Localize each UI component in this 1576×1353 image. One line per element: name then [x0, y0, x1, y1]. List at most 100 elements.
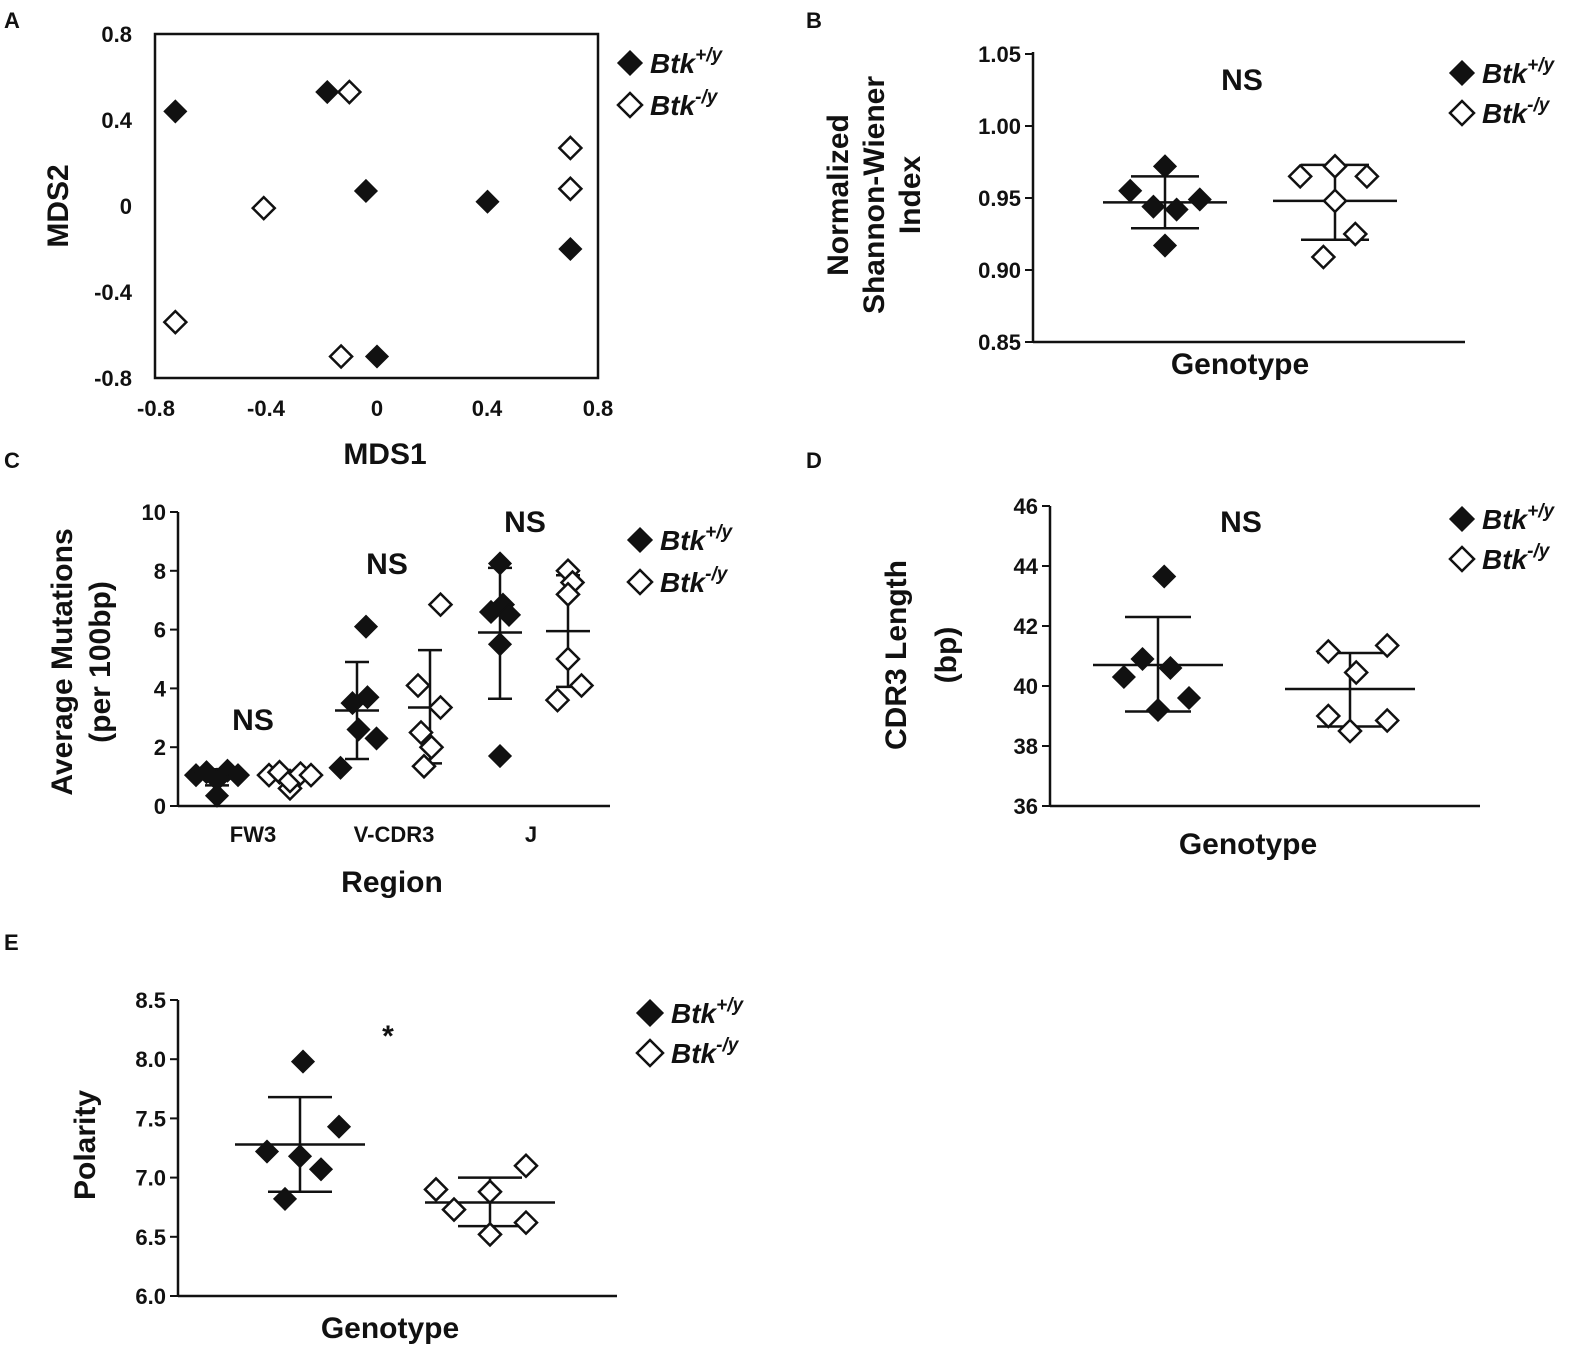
data-point-open: [1315, 638, 1342, 665]
legend-marker-filled: [626, 526, 654, 554]
data-point-filled: [308, 1157, 334, 1182]
y-axis-title-line: CDR3 Length: [880, 560, 913, 750]
legend: Btk+/y Btk-/y: [1448, 55, 1555, 129]
legend-marker-open: [616, 91, 644, 119]
data-point-filled: [364, 726, 389, 751]
panel-letter-c: C: [4, 448, 20, 473]
panel-b-y-ticks: 0.85 0.90 0.95 1.00 1.05: [978, 42, 1033, 355]
panel-e: E 6.0 6.5 7.0 7.5 8.0 8.5 Genotype Polarity *…: [4, 930, 744, 1345]
data-point-filled: [487, 632, 513, 657]
legend-label: Btk+/y: [1482, 501, 1555, 535]
significance-label: NS: [504, 506, 546, 539]
data-point-open: [1342, 221, 1369, 247]
data-point-open: [336, 79, 363, 105]
legend-label: Btk+/y: [660, 522, 733, 556]
data-point-filled: [272, 1186, 298, 1211]
legend-superscript: +/y: [695, 45, 723, 66]
y-axis-title-line: (per 100bp): [84, 581, 117, 743]
data-point-open: [427, 591, 454, 618]
y-tick-label: 0: [154, 794, 166, 819]
x-tick-label: 0.4: [472, 396, 503, 421]
y-tick-label: 36: [1014, 794, 1038, 819]
data-point-open: [477, 1221, 503, 1248]
data-point-filled: [353, 178, 379, 204]
data-point-filled: [346, 717, 371, 742]
data-point-open: [568, 672, 595, 699]
data-point-filled: [558, 236, 583, 262]
data-point-open: [513, 1209, 539, 1236]
x-tick-label: -0.4: [247, 396, 286, 421]
x-tick-label: FW3: [230, 822, 276, 847]
y-tick-label: 0.85: [978, 330, 1021, 355]
legend-label: Btk+/y: [1482, 55, 1555, 89]
panel-a-points: [162, 79, 584, 370]
data-point-filled: [1176, 685, 1202, 711]
panel-letter-e: E: [4, 930, 19, 955]
panel-c-y-ticks: 0 2 4 6 8 10: [142, 500, 178, 819]
legend-marker-filled: [1448, 59, 1476, 87]
legend: Btk+/y Btk-/y: [626, 522, 733, 598]
y-tick-label: 7.0: [135, 1166, 166, 1191]
x-axis-title: Genotype: [321, 1312, 459, 1345]
y-tick-label: 8: [154, 559, 166, 584]
data-point-open: [513, 1152, 539, 1179]
legend-marker-filled: [616, 49, 644, 77]
data-point-open: [1374, 707, 1400, 734]
y-tick-label: 42: [1014, 614, 1038, 639]
x-tick-label: -0.8: [137, 396, 175, 421]
y-axis-title: Normalized Shannon-Wiener Index: [822, 76, 927, 314]
significance-label: NS: [232, 704, 274, 737]
panel-b: B 0.85 0.90 0.95 1.00 1.05 Genotype Normaliz…: [806, 8, 1555, 381]
legend-label: Btk-/y: [650, 87, 719, 121]
y-tick-label: 1.00: [978, 114, 1021, 139]
y-axis-title-line: (bp): [930, 627, 963, 684]
data-point-filled: [225, 763, 251, 788]
panel-e-y-ticks: 6.0 6.5 7.0 7.5 8.0 8.5: [135, 988, 178, 1309]
y-tick-label: 0.90: [978, 258, 1021, 283]
y-axis-title: MDS2: [42, 164, 75, 247]
y-tick-label: 6.0: [135, 1284, 166, 1309]
significance-label: NS: [1220, 506, 1262, 539]
data-point-filled: [478, 599, 504, 625]
data-point-open: [441, 1196, 467, 1223]
data-point-filled: [487, 743, 513, 769]
y-axis-title: Polarity: [69, 1090, 102, 1200]
y-tick-label: 46: [1014, 494, 1038, 519]
data-point-filled: [1164, 197, 1189, 222]
data-point-filled: [1111, 664, 1136, 690]
data-point-open: [411, 753, 437, 780]
legend-marker-open: [635, 1038, 665, 1068]
data-point-open: [557, 135, 584, 161]
data-point-open: [427, 694, 454, 721]
y-axis-title: CDR3 Length (bp): [880, 560, 963, 750]
y-axis-title-line: Shannon-Wiener: [858, 76, 891, 314]
panel-c-marks: [183, 551, 595, 808]
panel-letter-a: A: [4, 8, 20, 33]
data-point-open: [298, 762, 324, 788]
x-axis-title: Region: [341, 866, 443, 899]
legend-marker-filled: [635, 998, 665, 1028]
y-tick-label: 1.05: [978, 42, 1021, 67]
legend-superscript: +/y: [716, 995, 744, 1016]
data-point-filled: [1145, 697, 1171, 723]
y-tick-label: -0.8: [94, 366, 132, 391]
data-point-filled: [475, 189, 500, 214]
x-axis-title: Genotype: [1171, 348, 1309, 381]
data-point-filled: [364, 344, 390, 369]
panel-a: A 0.8 0.4 0 -0.4 -0.8 -0.8 -0.4 0 0.4 0.…: [4, 8, 723, 471]
data-point-open: [1315, 703, 1342, 729]
data-point-open: [557, 176, 584, 202]
panel-letter-b: B: [806, 8, 822, 33]
data-point-filled: [315, 79, 340, 105]
legend-superscript: -/y: [1527, 541, 1551, 562]
y-tick-label: 0.8: [101, 22, 132, 47]
y-tick-label: 0.95: [978, 186, 1021, 211]
y-axis-title-line: Normalized: [822, 114, 855, 276]
data-point-open: [423, 1176, 449, 1203]
y-tick-label: 44: [1014, 554, 1039, 579]
y-tick-label: 0: [120, 194, 132, 219]
data-point-filled: [1152, 233, 1178, 258]
y-tick-label: 7.5: [135, 1106, 166, 1131]
data-point-open: [555, 581, 581, 608]
legend-superscript: -/y: [705, 564, 729, 585]
